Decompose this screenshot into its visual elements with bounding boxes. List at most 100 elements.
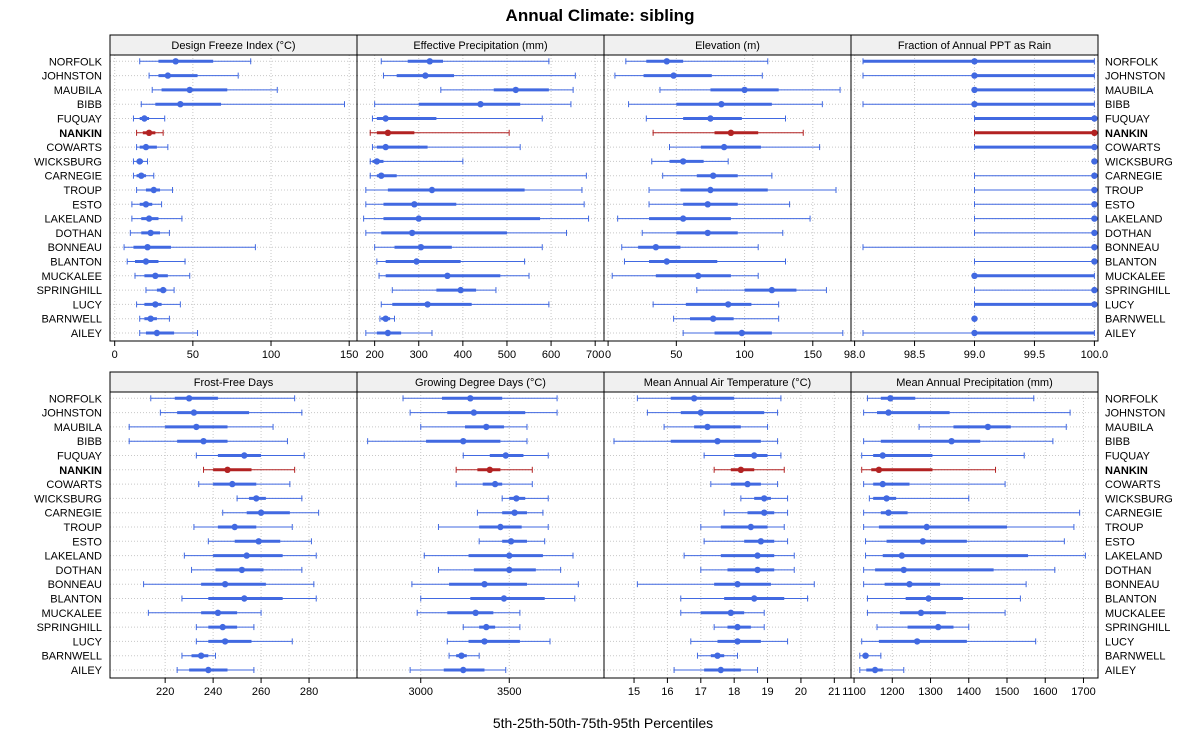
median-point-norfolk <box>426 58 433 65</box>
site-label-right: BIBB <box>1105 436 1130 448</box>
median-point-nankin <box>145 129 153 136</box>
x-tick-label: 100 <box>735 349 753 361</box>
x-tick-label: 17 <box>695 686 707 698</box>
site-label-right: LAKELAND <box>1105 551 1163 563</box>
site-label-left: SPRINGHILL <box>37 285 102 297</box>
panel-4: Fraction of Annual PPT as Rain 98.0 98.5 99… <box>844 34 1108 361</box>
site-label-right: NORFOLK <box>1105 393 1159 405</box>
median-point-nankin <box>486 466 493 473</box>
median-point-springhill <box>159 286 167 294</box>
site-label-right: LUCY <box>1105 636 1135 648</box>
site-label-left: COWARTS <box>46 142 102 154</box>
median-point-nankin <box>737 466 745 473</box>
site-label-left: DOTHAN <box>56 228 103 240</box>
median-point-carnegie <box>709 172 717 179</box>
median-point-lakeland <box>679 215 687 222</box>
median-point-springhill <box>219 623 226 631</box>
site-label-right: AILEY <box>1105 665 1137 677</box>
site-label-right: BLANTON <box>1105 594 1157 606</box>
median-point-wicksburg <box>253 495 260 502</box>
site-label-left: AILEY <box>71 328 103 340</box>
median-point-fuquay <box>707 115 714 122</box>
median-point-bibb <box>714 438 721 445</box>
x-tick-label: 50 <box>670 349 682 361</box>
median-point-troup <box>497 523 504 531</box>
median-point-troup <box>923 523 930 531</box>
site-label-right: WICKSBURG <box>1105 156 1173 168</box>
median-point-lucy <box>152 301 159 308</box>
median-point-muckalee <box>727 609 735 616</box>
median-point-lakeland <box>145 215 153 222</box>
x-tick-label: 16 <box>661 686 673 698</box>
x-tick-label: 98.0 <box>844 349 865 361</box>
median-point-barnwell <box>382 315 389 322</box>
site-label-left: MAUBILA <box>54 422 103 434</box>
site-label-right: MUCKALEE <box>1105 608 1166 620</box>
x-tick-label: 240 <box>204 686 222 698</box>
median-point-maubila <box>741 86 748 94</box>
x-tick-label: 220 <box>156 686 174 698</box>
median-point-dothan <box>704 229 711 237</box>
panel-title: Mean Annual Precipitation (mm) <box>896 377 1053 389</box>
median-point-springhill <box>734 623 741 631</box>
median-point-fuquay <box>141 115 148 122</box>
x-tick-label: 50 <box>187 349 199 361</box>
x-tick-label: 99.5 <box>1024 349 1045 361</box>
median-point-maubila <box>193 423 200 431</box>
median-point-cowarts <box>491 480 499 488</box>
site-label-right: MUCKALEE <box>1105 271 1166 283</box>
median-point-springhill <box>768 286 776 294</box>
site-label-right: LUCY <box>1105 299 1135 311</box>
x-tick-label: 98.5 <box>904 349 925 361</box>
median-point-carnegie <box>761 509 768 516</box>
site-label-left: BARNWELL <box>41 314 102 326</box>
median-point-springhill <box>1091 286 1098 294</box>
site-label-left: LAKELAND <box>45 214 103 226</box>
site-label-right: COWARTS <box>1105 142 1161 154</box>
median-point-wicksburg <box>679 158 687 165</box>
site-label-right: BARNWELL <box>1105 651 1166 663</box>
median-point-johnston <box>164 72 172 79</box>
site-label-right: AILEY <box>1105 328 1137 340</box>
median-point-carnegie <box>257 509 265 516</box>
site-label-left: BIBB <box>77 436 102 448</box>
median-point-lucy <box>481 638 488 645</box>
median-point-troup <box>1091 186 1098 194</box>
site-label-right: MAUBILA <box>1105 422 1154 434</box>
median-point-barnwell <box>971 315 978 322</box>
median-point-esto <box>142 201 150 208</box>
median-point-bibb <box>948 438 955 445</box>
median-point-ailey <box>971 329 978 337</box>
median-point-bonneau <box>481 581 488 588</box>
site-label-left: NORFOLK <box>49 393 103 405</box>
median-point-lucy <box>724 301 732 308</box>
panel-title: Frost-Free Days <box>194 377 274 389</box>
site-label-right: NANKIN <box>1105 128 1148 140</box>
median-point-barnwell <box>147 315 154 322</box>
median-point-bonneau <box>417 244 425 251</box>
median-point-blanton <box>751 595 758 602</box>
median-point-bonneau <box>734 581 741 588</box>
x-tick-label: 150 <box>804 349 822 361</box>
x-tick-label: 280 <box>300 686 318 698</box>
median-point-lakeland <box>1091 215 1098 222</box>
median-point-blanton <box>1091 258 1098 265</box>
median-point-blanton <box>500 595 508 602</box>
site-label-right: BIBB <box>1105 99 1130 111</box>
median-point-lucy <box>913 638 921 645</box>
median-point-troup <box>747 523 755 531</box>
site-label-left: JOHNSTON <box>42 408 102 420</box>
panel-8: Mean Annual Precipitation (mm) 1100 1200 13… <box>842 371 1099 698</box>
site-label-left: ESTO <box>72 199 102 211</box>
median-point-springhill <box>457 286 464 294</box>
median-point-muckalee <box>971 272 978 279</box>
x-tick-label: 200 <box>365 349 383 361</box>
median-point-dothan <box>900 566 907 574</box>
panel-2: Effective Precipitation (mm) 200 300 400 500… <box>356 34 605 361</box>
median-point-wicksburg <box>136 158 143 165</box>
median-point-fuquay <box>879 452 886 459</box>
median-point-esto <box>704 201 711 208</box>
median-point-wicksburg <box>373 158 381 165</box>
median-point-muckalee <box>694 272 702 279</box>
